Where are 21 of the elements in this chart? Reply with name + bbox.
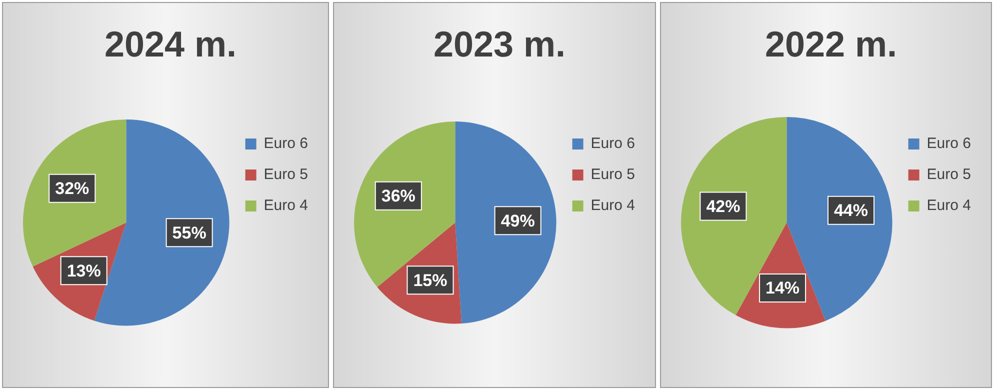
legend-label: Euro 5	[926, 166, 972, 184]
data-label: 44%	[834, 201, 868, 220]
data-label: 49%	[500, 211, 535, 230]
legend-label: Euro 4	[264, 197, 308, 214]
chart-title: 2023 m.	[433, 24, 566, 65]
data-label: 55%	[172, 223, 206, 242]
legend-label: Euro 6	[926, 135, 972, 152]
data-label: 42%	[706, 196, 740, 216]
chart-title: 2024 m.	[104, 24, 237, 65]
data-label: 36%	[381, 186, 416, 206]
data-label: 15%	[413, 270, 448, 290]
data-label: 13%	[66, 261, 101, 280]
data-label: 14%	[766, 278, 800, 298]
legend-label: Euro 6	[590, 135, 636, 152]
chart-title: 2022 m.	[764, 24, 898, 65]
legend-label: Euro 6	[264, 135, 308, 152]
legend-label: Euro 5	[264, 166, 308, 184]
data-label: 32%	[55, 179, 90, 198]
legend-label: Euro 4	[926, 197, 972, 214]
legend-label: Euro 4	[590, 197, 636, 214]
legend-label: Euro 5	[590, 166, 636, 184]
